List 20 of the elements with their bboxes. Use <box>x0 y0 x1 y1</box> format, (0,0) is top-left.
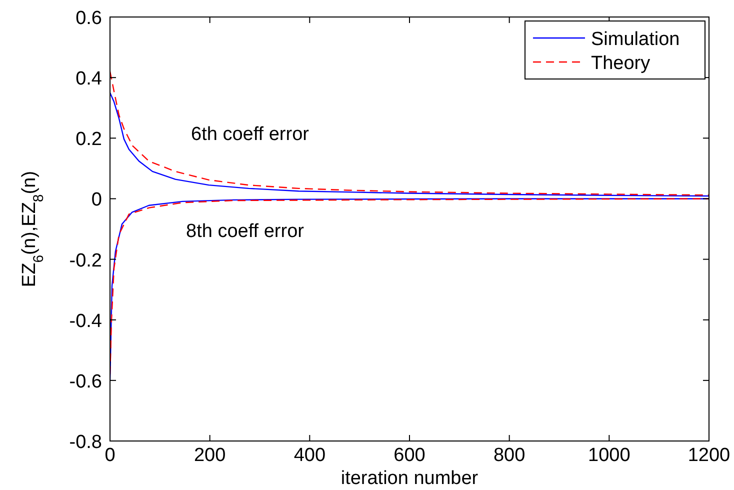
y-tick-label: 0.6 <box>76 8 102 29</box>
x-tick-label: 800 <box>493 445 526 466</box>
x-tick-label: 400 <box>294 445 326 466</box>
legend-label: Theory <box>591 53 651 74</box>
x-tick-label: 1200 <box>688 445 730 466</box>
y-tick-label: 0.2 <box>76 129 102 150</box>
x-tick-label: 0 <box>104 445 116 466</box>
x-tick-label: 200 <box>194 445 226 466</box>
annotation: 8th coeff error <box>186 221 305 242</box>
annotation: 6th coeff error <box>191 124 310 145</box>
y-tick-label: 0 <box>91 190 102 211</box>
x-axis-title: iteration number <box>340 468 479 489</box>
x-tick-label: 600 <box>394 445 426 466</box>
legend-label: Simulation <box>591 29 680 50</box>
y-tick-label: -0.8 <box>69 432 102 453</box>
y-tick-label: -0.4 <box>69 310 102 332</box>
y-tick-label: 0.4 <box>76 68 102 90</box>
y-tick-label: -0.2 <box>69 250 102 272</box>
x-tick-label: 1000 <box>588 445 630 466</box>
y-tick-label: -0.6 <box>69 371 102 392</box>
